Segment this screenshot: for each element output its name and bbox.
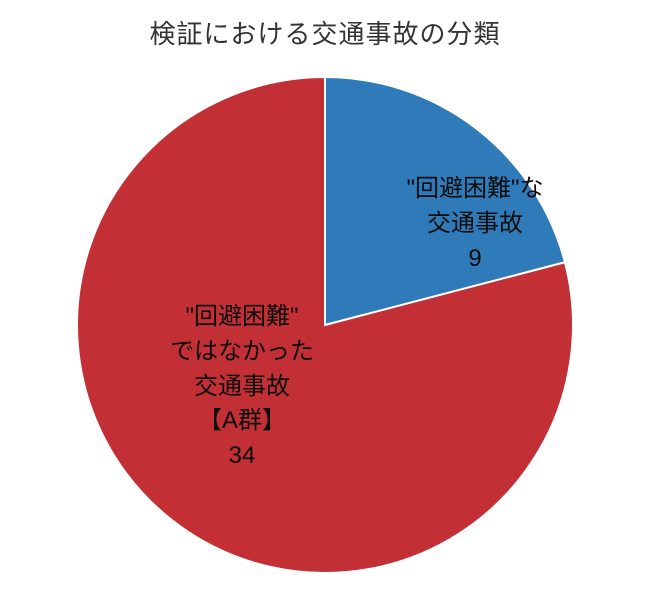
pie-svg bbox=[70, 70, 580, 580]
chart-container: 検証における交通事故の分類 "回避困難"な交通事故9"回避困難"ではなかった交通… bbox=[0, 0, 650, 605]
pie-chart: "回避困難"な交通事故9"回避困難"ではなかった交通事故【A群】34 bbox=[70, 70, 580, 580]
chart-title: 検証における交通事故の分類 bbox=[0, 14, 650, 51]
